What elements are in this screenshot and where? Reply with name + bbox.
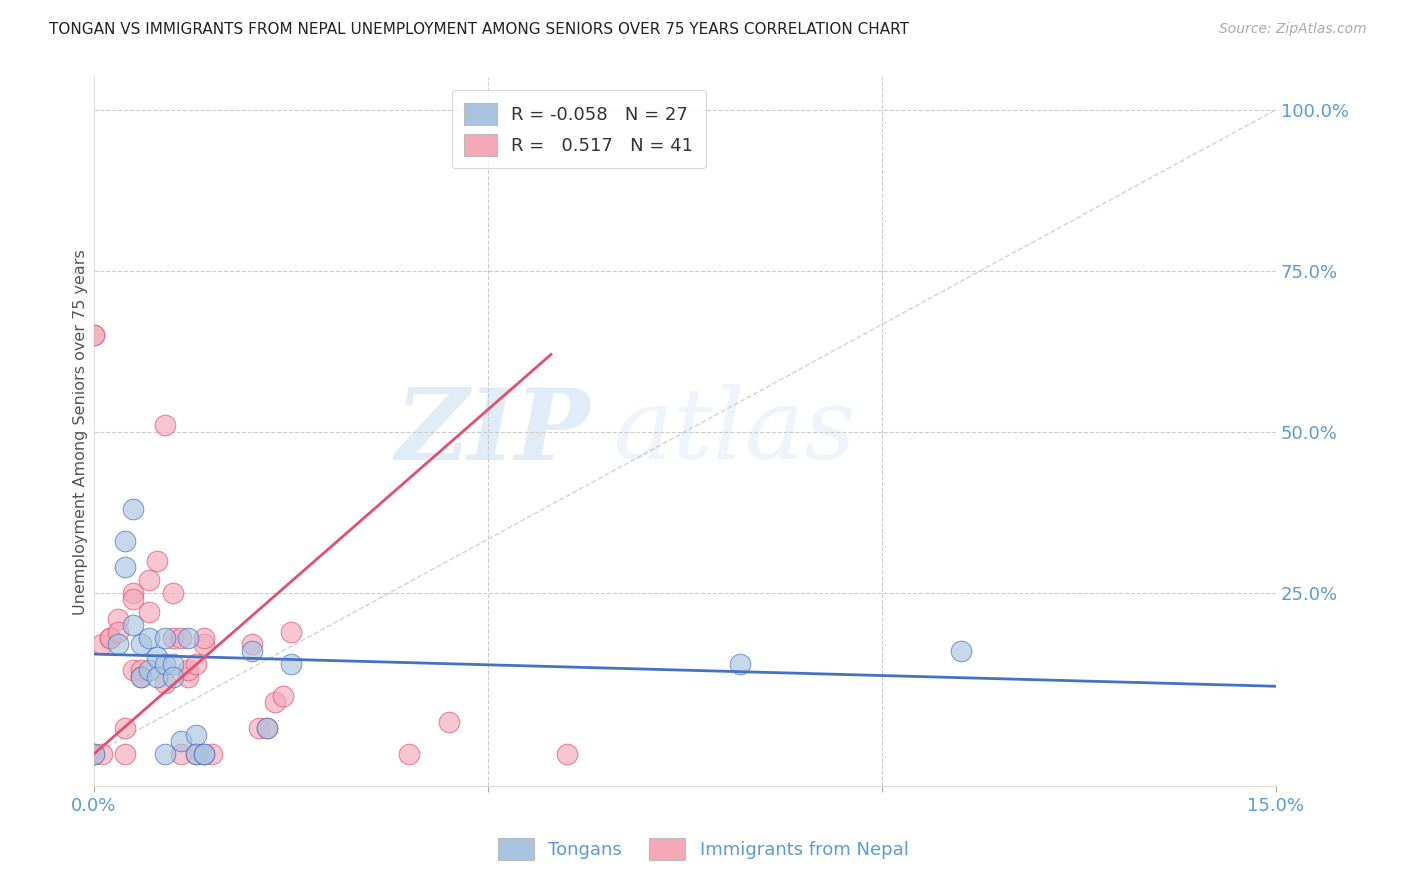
Point: [114, 747, 136, 761]
Point: [162, 657, 184, 671]
Point: [193, 631, 215, 645]
Point: [153, 657, 176, 671]
Point: [162, 631, 184, 645]
Point: [264, 695, 287, 709]
Point: [122, 586, 145, 600]
Point: [153, 747, 176, 761]
Point: [98, 631, 121, 645]
Point: [138, 631, 160, 645]
Point: [122, 502, 145, 516]
Point: [114, 534, 136, 549]
Text: ZIP: ZIP: [395, 384, 591, 480]
Point: [169, 631, 191, 645]
Point: [280, 624, 302, 639]
Point: [146, 650, 169, 665]
Point: [169, 734, 191, 748]
Point: [186, 728, 208, 742]
Point: [129, 637, 152, 651]
Point: [83, 328, 105, 343]
Point: [728, 657, 751, 671]
Point: [249, 721, 271, 735]
Point: [186, 747, 208, 761]
Point: [138, 573, 160, 587]
Text: atlas: atlas: [614, 384, 856, 479]
Point: [83, 747, 105, 761]
Point: [129, 663, 152, 677]
Point: [193, 637, 215, 651]
Point: [122, 663, 145, 677]
Point: [146, 670, 169, 684]
Point: [107, 612, 129, 626]
Point: [169, 747, 191, 761]
Point: [83, 328, 105, 343]
Point: [186, 747, 208, 761]
Legend: Tongans, Immigrants from Nepal: Tongans, Immigrants from Nepal: [491, 830, 915, 867]
Point: [256, 721, 278, 735]
Point: [83, 747, 105, 761]
Y-axis label: Unemployment Among Seniors over 75 years: Unemployment Among Seniors over 75 years: [73, 249, 89, 615]
Point: [122, 618, 145, 632]
Point: [271, 689, 294, 703]
Point: [256, 721, 278, 735]
Point: [240, 644, 263, 658]
Point: [162, 670, 184, 684]
Point: [177, 670, 200, 684]
Point: [162, 586, 184, 600]
Point: [153, 676, 176, 690]
Point: [193, 747, 215, 761]
Point: [138, 663, 160, 677]
Point: [90, 637, 112, 651]
Point: [398, 747, 420, 761]
Point: [186, 657, 208, 671]
Point: [90, 747, 112, 761]
Point: [949, 644, 972, 658]
Point: [153, 418, 176, 433]
Point: [193, 747, 215, 761]
Legend: R = -0.058   N = 27, R =   0.517   N = 41: R = -0.058 N = 27, R = 0.517 N = 41: [451, 90, 706, 169]
Point: [177, 663, 200, 677]
Text: TONGAN VS IMMIGRANTS FROM NEPAL UNEMPLOYMENT AMONG SENIORS OVER 75 YEARS CORRELA: TONGAN VS IMMIGRANTS FROM NEPAL UNEMPLOY…: [49, 22, 910, 37]
Point: [129, 670, 152, 684]
Point: [98, 631, 121, 645]
Point: [122, 592, 145, 607]
Point: [201, 747, 224, 761]
Point: [240, 637, 263, 651]
Point: [555, 747, 578, 761]
Point: [146, 554, 169, 568]
Point: [280, 657, 302, 671]
Point: [437, 714, 460, 729]
Point: [114, 721, 136, 735]
Point: [177, 631, 200, 645]
Point: [107, 637, 129, 651]
Point: [129, 670, 152, 684]
Point: [107, 624, 129, 639]
Point: [153, 631, 176, 645]
Point: [138, 605, 160, 619]
Text: Source: ZipAtlas.com: Source: ZipAtlas.com: [1219, 22, 1367, 37]
Point: [114, 560, 136, 574]
